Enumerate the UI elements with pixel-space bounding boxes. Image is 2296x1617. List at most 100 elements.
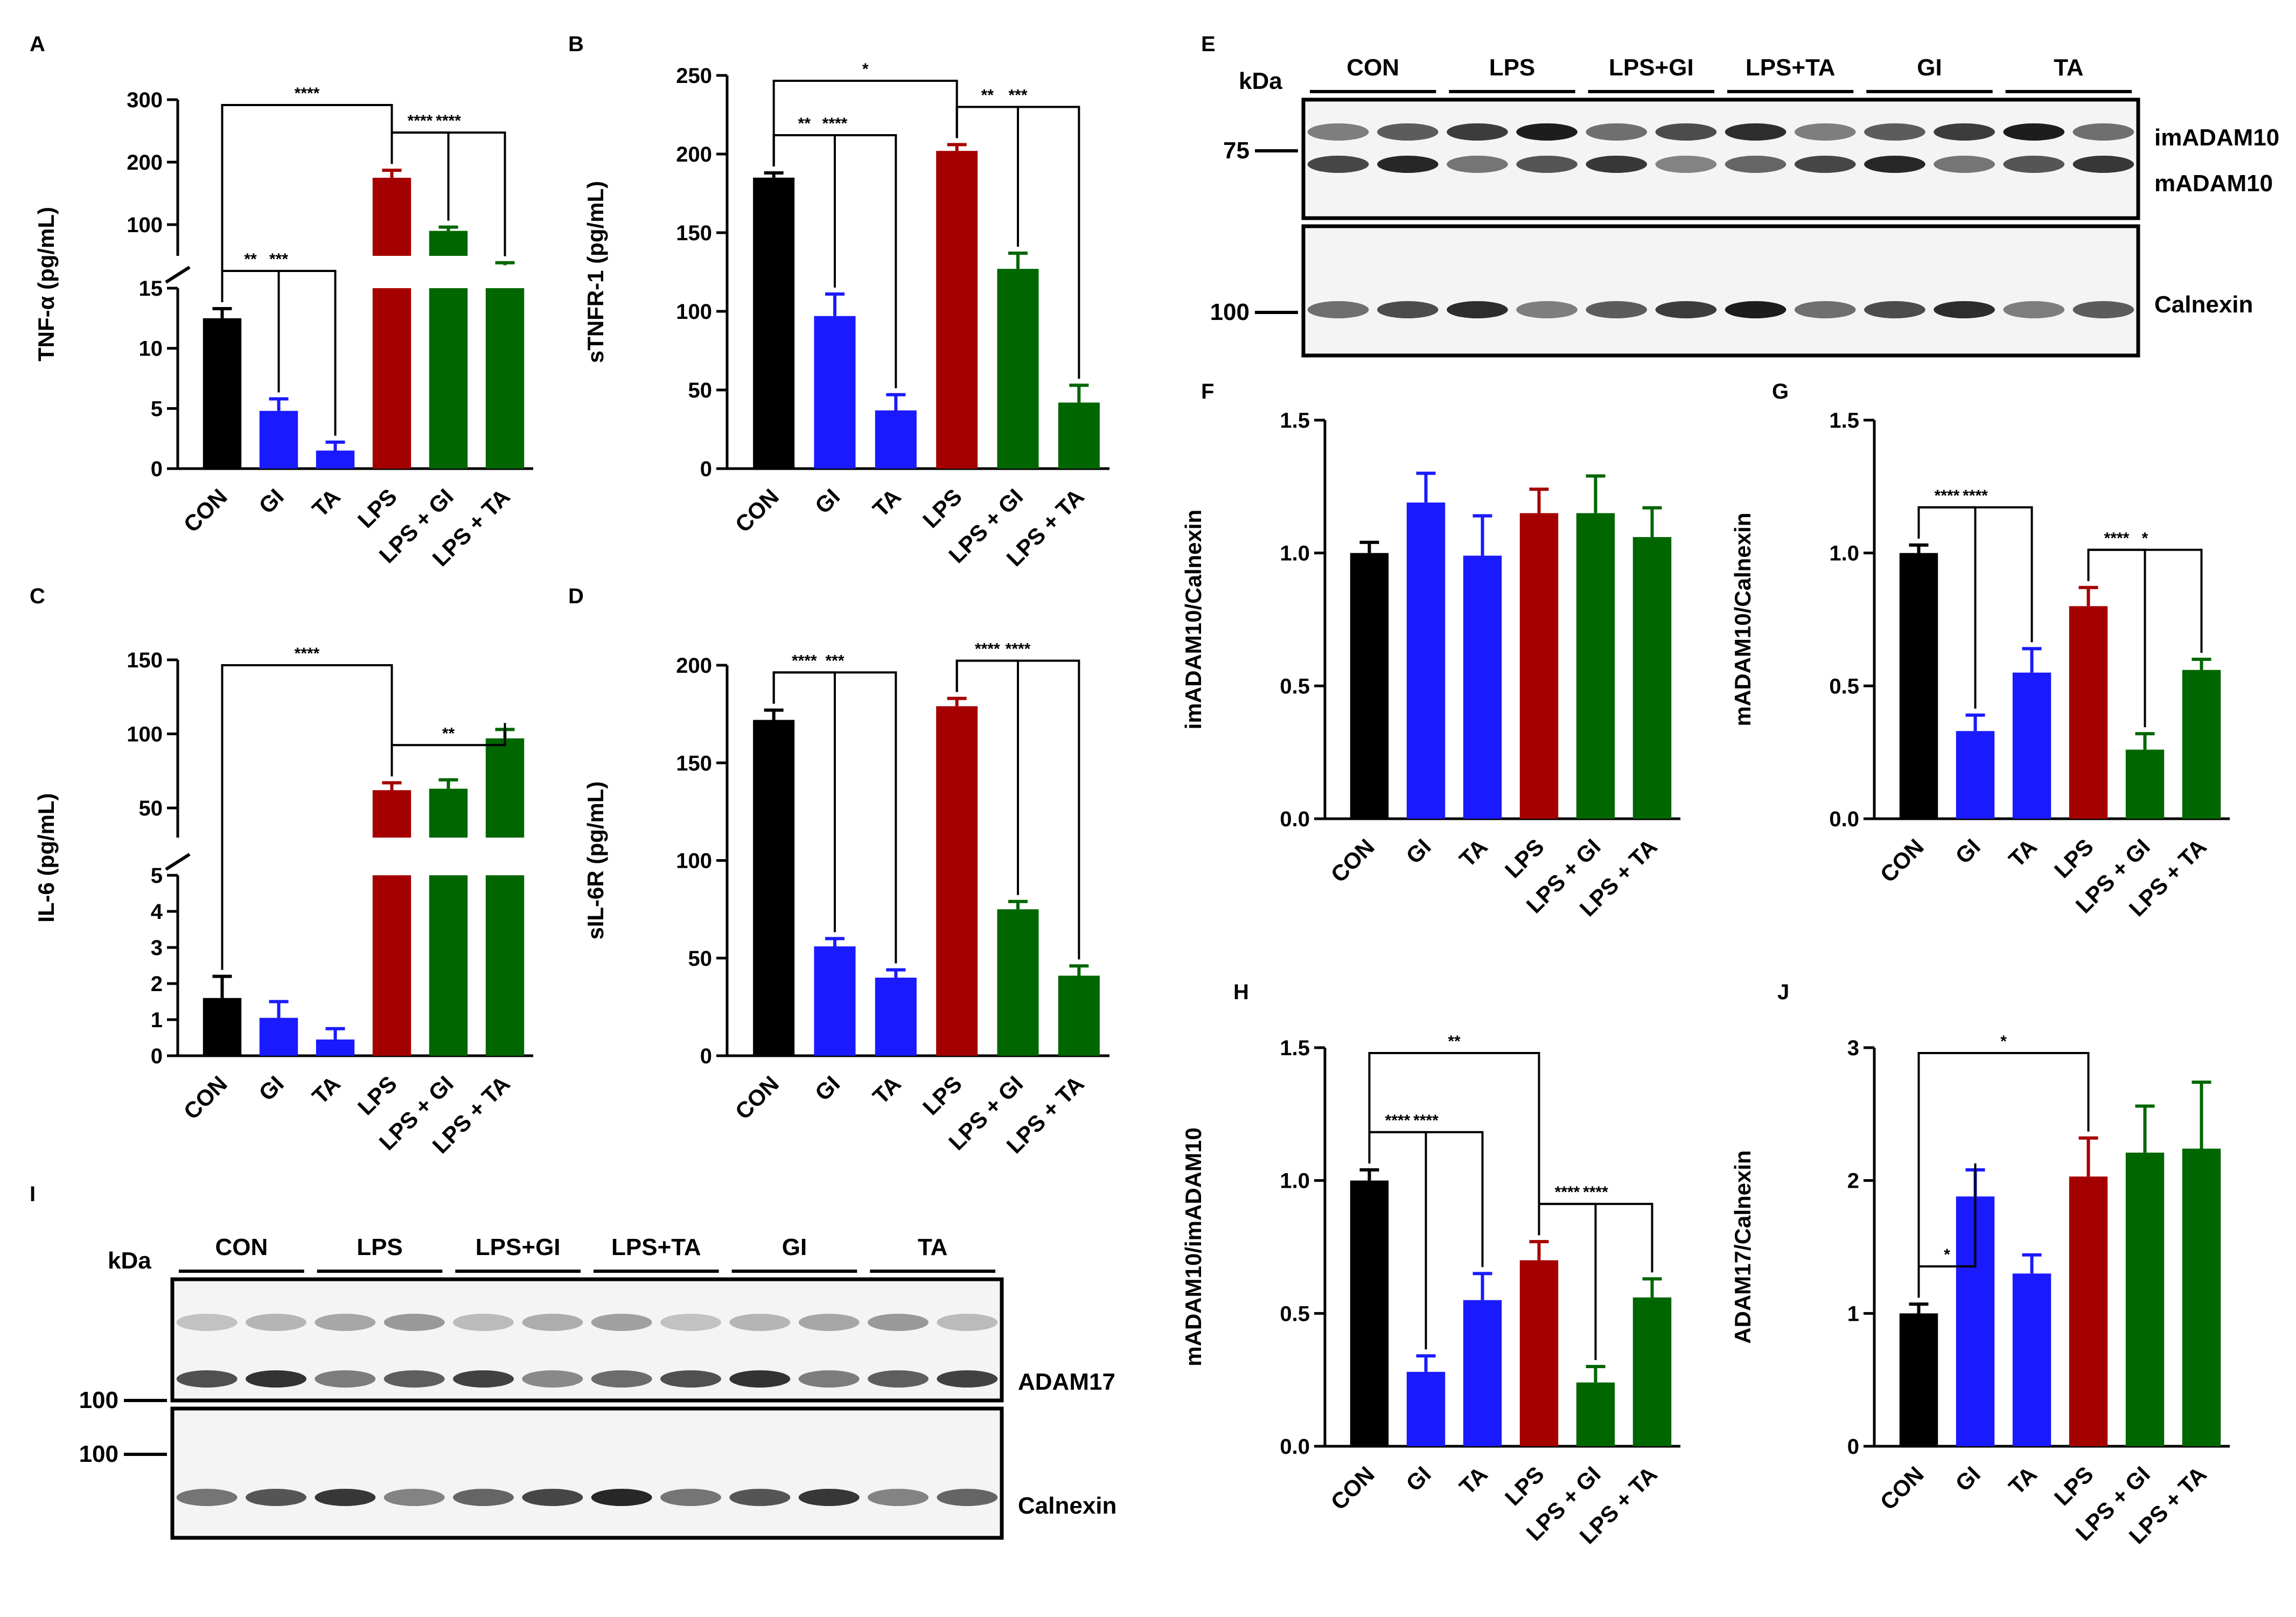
axis-break-mark — [165, 266, 191, 284]
blot-band — [383, 1314, 445, 1331]
y-tick-label: 0 — [151, 457, 163, 481]
panel-label-d: D — [568, 584, 584, 608]
lane-group-lps-ta: LPS+TA — [1746, 54, 1836, 81]
category-label-lps: LPS — [1500, 1461, 1549, 1510]
y-tick-label: 0.5 — [1829, 674, 1859, 698]
significance-label: *** — [1008, 86, 1027, 104]
bar-lps — [1519, 513, 1559, 819]
bar-con — [1899, 553, 1938, 819]
y-tick-label: 2 — [1847, 1169, 1859, 1193]
bar-con — [1899, 1313, 1938, 1446]
significance-label: **** — [295, 645, 320, 663]
blot-band — [453, 1489, 514, 1506]
blot-band — [176, 1489, 238, 1506]
blot-band — [246, 1314, 306, 1331]
y-tick-label: 3 — [151, 936, 163, 960]
blot-band — [937, 1370, 998, 1388]
blot-band — [591, 1314, 652, 1331]
bar-lps-gi — [429, 789, 468, 838]
significance-label: **** — [1583, 1183, 1608, 1201]
bar-lps-ta — [1058, 402, 1100, 469]
y-tick-label: 150 — [676, 221, 712, 245]
significance-bracket — [390, 723, 506, 777]
bar-lps-gi-lower — [429, 875, 468, 1056]
y-tick-label: 50 — [688, 379, 713, 402]
blot-band — [868, 1370, 929, 1388]
blot-band — [522, 1489, 583, 1506]
blot-band — [798, 1314, 860, 1331]
bar-ta — [875, 410, 917, 469]
category-label-gi: GI — [254, 484, 289, 519]
lane-group-gi: GI — [1917, 54, 1942, 81]
blot-band — [729, 1370, 791, 1388]
significance-label: **** — [1963, 487, 1988, 505]
blot-band — [1586, 156, 1648, 173]
bar-lps — [1519, 1260, 1559, 1446]
significance-label: **** — [1935, 487, 1960, 505]
category-label-con: CON — [730, 484, 784, 537]
y-tick-label: 300 — [127, 88, 163, 112]
category-label-con: CON — [179, 484, 232, 537]
category-label-con: CON — [730, 1071, 784, 1124]
y-tick-label: 15 — [139, 277, 163, 301]
significance-label: ** — [981, 86, 994, 104]
blot-band — [1725, 123, 1786, 141]
y-tick-label: 0.0 — [1829, 807, 1859, 831]
y-axis-label: mADAM10/imADAM10 — [1181, 1127, 1206, 1366]
y-axis-label: sTNFR-1 (pg/mL) — [583, 181, 608, 363]
blot-band — [868, 1489, 929, 1506]
bar-con — [203, 998, 242, 1056]
bar-lps — [936, 151, 978, 469]
bar-con — [203, 318, 242, 469]
y-tick-label: 2 — [151, 972, 163, 996]
category-label-lps: LPS — [353, 1071, 402, 1120]
significance-label: **** — [1555, 1183, 1580, 1201]
blot-band — [937, 1489, 998, 1506]
blot-band — [1934, 123, 1995, 141]
lane-group-ta: TA — [918, 1234, 947, 1260]
blot-band — [2003, 301, 2065, 318]
lane-group-con: CON — [215, 1234, 268, 1260]
y-axis-label: sIL-6R (pg/mL) — [583, 782, 608, 940]
bar-ta — [2012, 1273, 2051, 1446]
y-axis-label: mADAM10/Calnexin — [1730, 513, 1755, 727]
band-label-calnexin: Calnexin — [2154, 291, 2253, 318]
blot-band — [315, 1489, 376, 1506]
significance-label: **** — [408, 112, 433, 130]
blot-band — [1934, 301, 1995, 318]
blot-frame-top — [170, 1277, 1004, 1403]
bar-lps — [936, 706, 978, 1056]
significance-label: ** — [442, 724, 455, 742]
y-tick-label: 1.5 — [1829, 409, 1859, 433]
blot-band — [1934, 156, 1995, 173]
significance-label: **** — [792, 652, 817, 670]
y-tick-label: 0 — [700, 457, 712, 481]
bar-lps-gi — [997, 909, 1039, 1056]
lane-group-lps: LPS — [1489, 54, 1536, 81]
blot-band — [1655, 123, 1717, 141]
category-label-con: CON — [1875, 1461, 1929, 1515]
significance-label: **** — [295, 85, 320, 102]
panel-b: B 0 50 100 150 200 250 sTNFR-1 (pg/mL) CON GI TA LP… — [568, 32, 1109, 571]
y-axis-label: TNF-α (pg/mL) — [33, 207, 59, 361]
bar-lps-ta — [485, 738, 525, 838]
blot-band — [1586, 123, 1648, 141]
bar-gi — [259, 410, 298, 469]
kda-label: kDa — [1239, 68, 1282, 94]
significance-label: **** — [436, 112, 461, 130]
significance-label: ** — [798, 115, 811, 133]
blot-band — [1447, 301, 1508, 318]
category-label-ta: TA — [1454, 1461, 1492, 1500]
blot-band — [729, 1314, 791, 1331]
y-tick-label: 250 — [676, 64, 712, 88]
y-tick-label: 1.5 — [1280, 1036, 1310, 1060]
lane-group-lps-gi: LPS+GI — [1609, 54, 1694, 81]
blot-band — [660, 1370, 721, 1388]
significance-label: **** — [2104, 529, 2130, 547]
significance-label: * — [1944, 1246, 1950, 1264]
y-axis-label: ADAM17/Calnexin — [1730, 1150, 1755, 1343]
significance-label: **** — [975, 640, 1000, 658]
category-label-con: CON — [1875, 834, 1929, 887]
y-tick-label: 5 — [151, 397, 163, 421]
